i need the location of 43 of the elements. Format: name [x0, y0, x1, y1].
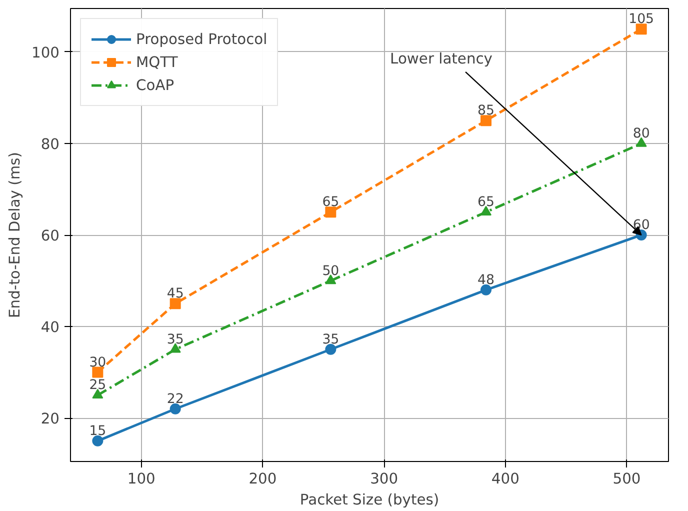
x-tick-label: 400	[491, 470, 520, 488]
point	[480, 206, 492, 216]
point	[92, 435, 104, 446]
x-tick-label: 100	[127, 470, 156, 488]
y-tick-label: 100	[32, 44, 60, 62]
point	[636, 24, 647, 35]
x-axis-title: Packet Size (bytes)	[300, 492, 440, 508]
data-label: 25	[89, 378, 106, 394]
legend-label: CoAP	[136, 76, 174, 94]
x-tick-label: 500	[612, 470, 641, 488]
data-label: 80	[632, 126, 650, 142]
point	[170, 403, 181, 414]
y-tick-label: 80	[40, 136, 60, 153]
data-label: 50	[322, 264, 340, 279]
data-label: 45	[166, 286, 184, 302]
data-label: 85	[478, 104, 494, 119]
point	[325, 206, 336, 218]
point	[170, 343, 181, 353]
data-label: 65	[322, 195, 340, 210]
point	[170, 298, 181, 310]
data-label: 30	[89, 355, 106, 370]
data-label: 22	[166, 392, 184, 407]
annotation: Lower latency	[390, 50, 493, 68]
point	[92, 388, 104, 399]
x-tick-label: 200	[248, 470, 277, 488]
point	[325, 344, 336, 355]
point	[636, 137, 647, 147]
data-label: 65	[478, 195, 494, 210]
data-label: 35	[322, 332, 340, 348]
data-label: 35	[166, 332, 184, 348]
data-label: 15	[89, 424, 106, 439]
y-axis-title: End-to-End Delay (ms)	[6, 152, 24, 318]
y-tick-label: 20	[40, 410, 60, 428]
data-label: 105	[628, 12, 654, 28]
legend-label: MQTT	[136, 54, 178, 70]
x-tick-label: 300	[370, 470, 398, 488]
point	[92, 366, 104, 378]
data-label: 48	[478, 272, 494, 288]
point	[480, 115, 492, 126]
y-tick-label: 40	[40, 319, 60, 336]
point	[480, 284, 492, 296]
y-tick-label: 60	[40, 228, 60, 244]
legend-label: Proposed Protocol	[136, 30, 268, 48]
